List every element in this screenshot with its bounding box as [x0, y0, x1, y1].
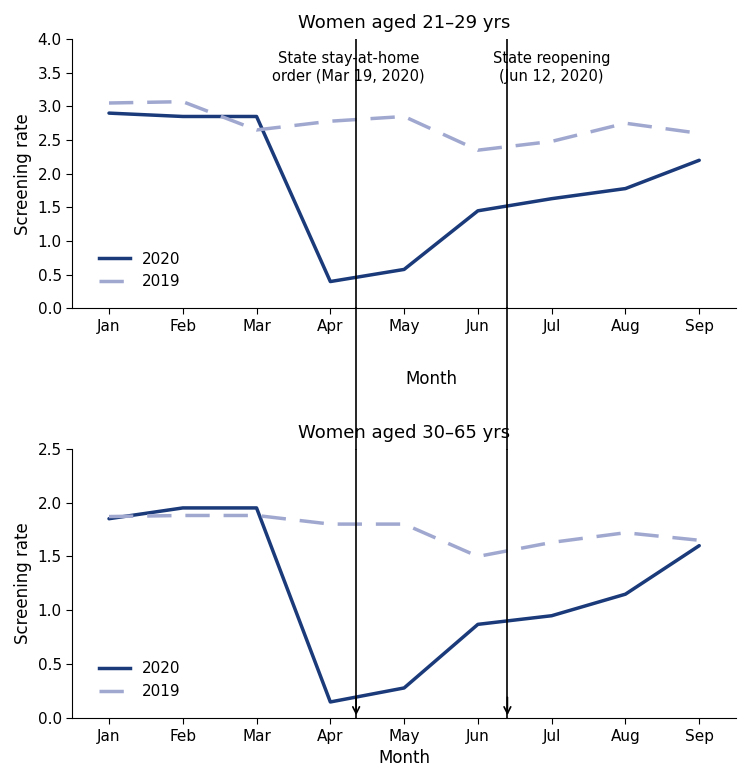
Text: Month: Month	[406, 369, 457, 387]
Legend: 2020, 2019: 2020, 2019	[93, 245, 187, 295]
X-axis label: Month: Month	[378, 749, 430, 767]
Title: Women aged 21–29 yrs: Women aged 21–29 yrs	[298, 14, 510, 32]
Legend: 2020, 2019: 2020, 2019	[93, 655, 187, 705]
Text: State reopening
(Jun 12, 2020): State reopening (Jun 12, 2020)	[493, 51, 610, 84]
Text: State stay-at-home
order (Mar 19, 2020): State stay-at-home order (Mar 19, 2020)	[272, 51, 425, 84]
Title: Women aged 30–65 yrs: Women aged 30–65 yrs	[298, 423, 510, 441]
Y-axis label: Screening rate: Screening rate	[14, 113, 32, 234]
Y-axis label: Screening rate: Screening rate	[14, 522, 32, 644]
